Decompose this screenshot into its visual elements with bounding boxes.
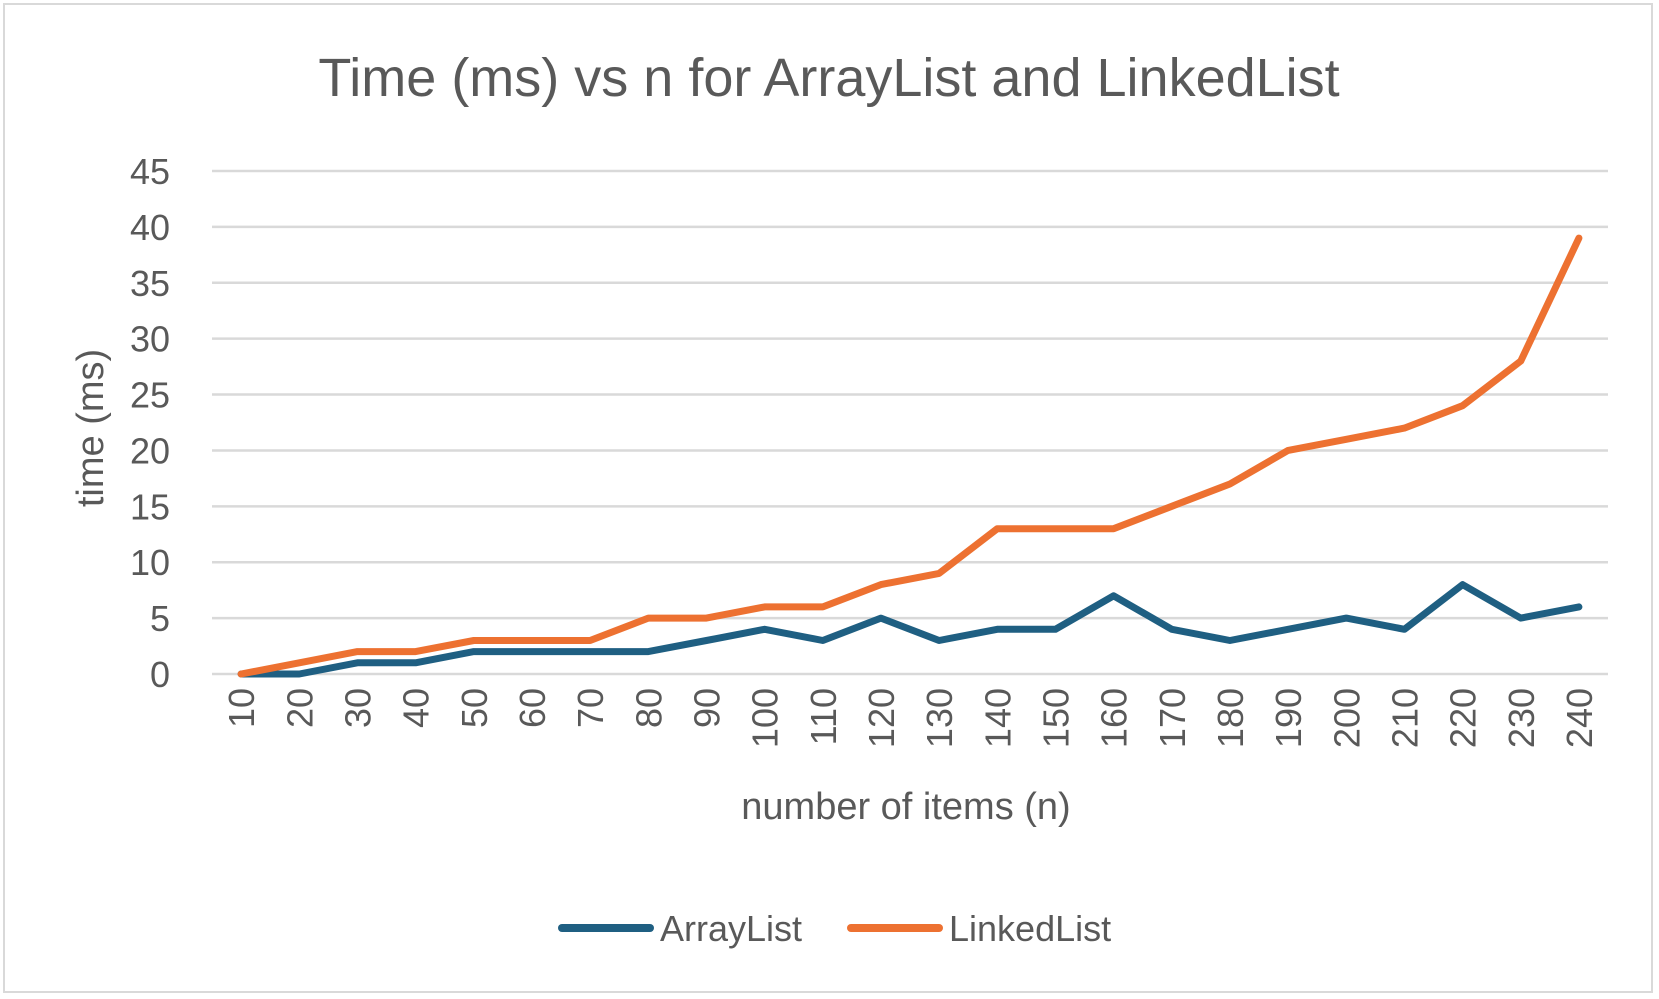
y-tick-label: 25 xyxy=(130,375,170,416)
data-point-arraylist xyxy=(1578,606,1580,608)
data-point-linkedlist xyxy=(240,673,242,675)
x-tick-label: 10 xyxy=(221,688,262,728)
data-point-arraylist xyxy=(1229,639,1231,641)
data-point-linkedlist xyxy=(356,651,358,653)
chart-title: Time (ms) vs n for ArrayList and LinkedL… xyxy=(318,48,1339,108)
x-tick-label: 140 xyxy=(977,688,1018,748)
data-point-arraylist xyxy=(531,651,533,653)
x-tick-label: 130 xyxy=(919,688,960,748)
data-point-linkedlist xyxy=(1171,505,1173,507)
y-axis-ticks: 0 5 10 15 20 25 30 35 40 45 xyxy=(130,151,170,695)
x-axis-ticks: 10 20 30 40 50 60 70 80 90 100 110 120 130 140 150 160 1… xyxy=(221,688,1600,748)
legend-label: ArrayList xyxy=(660,908,802,949)
data-point-arraylist xyxy=(996,628,998,630)
data-point-linkedlist xyxy=(1113,528,1115,530)
data-point-linkedlist xyxy=(1462,405,1464,407)
data-point-linkedlist xyxy=(1345,438,1347,440)
x-tick-label: 50 xyxy=(454,688,495,728)
data-point-arraylist xyxy=(880,617,882,619)
y-tick-label: 40 xyxy=(130,207,170,248)
data-point-linkedlist xyxy=(996,528,998,530)
y-tick-label: 5 xyxy=(150,598,170,639)
data-point-arraylist xyxy=(647,651,649,653)
x-tick-label: 160 xyxy=(1094,688,1135,748)
data-point-linkedlist xyxy=(705,617,707,619)
data-point-linkedlist xyxy=(415,651,417,653)
x-tick-label: 150 xyxy=(1035,688,1076,748)
series-lines xyxy=(237,234,1583,678)
x-tick-label: 90 xyxy=(686,688,727,728)
legend: ArrayList LinkedList xyxy=(558,908,1111,949)
data-point-arraylist xyxy=(473,651,475,653)
x-tick-label: 230 xyxy=(1501,688,1542,748)
data-point-arraylist xyxy=(1345,617,1347,619)
data-point-arraylist xyxy=(589,651,591,653)
data-point-linkedlist xyxy=(880,584,882,586)
data-point-linkedlist xyxy=(298,662,300,664)
y-axis-label: time (ms) xyxy=(70,349,112,507)
data-point-arraylist xyxy=(298,673,300,675)
gridlines xyxy=(212,169,1608,676)
y-tick-label: 30 xyxy=(130,319,170,360)
x-axis-label: number of items (n) xyxy=(741,786,1070,828)
x-tick-label: 170 xyxy=(1152,688,1193,748)
x-tick-label: 200 xyxy=(1326,688,1367,748)
data-point-linkedlist xyxy=(647,617,649,619)
x-tick-label: 30 xyxy=(337,688,378,728)
data-point-arraylist xyxy=(1287,628,1289,630)
data-point-arraylist xyxy=(938,639,940,641)
data-point-linkedlist xyxy=(1229,483,1231,485)
x-tick-label: 180 xyxy=(1210,688,1251,748)
x-tick-label: 240 xyxy=(1559,688,1600,748)
series-line-linkedlist xyxy=(237,234,1583,678)
x-tick-label: 120 xyxy=(861,688,902,748)
data-point-arraylist xyxy=(822,639,824,641)
y-tick-label: 15 xyxy=(130,486,170,527)
x-tick-label: 220 xyxy=(1443,688,1484,748)
data-point-arraylist xyxy=(1054,628,1056,630)
data-point-linkedlist xyxy=(822,606,824,608)
data-point-linkedlist xyxy=(589,639,591,641)
data-point-arraylist xyxy=(1171,628,1173,630)
x-tick-label: 210 xyxy=(1384,688,1425,748)
x-tick-label: 40 xyxy=(396,688,437,728)
y-tick-label: 20 xyxy=(130,430,170,471)
data-point-arraylist xyxy=(764,628,766,630)
x-tick-label: 20 xyxy=(279,688,320,728)
y-tick-label: 35 xyxy=(130,263,170,304)
x-tick-label: 110 xyxy=(803,688,844,745)
y-tick-label: 10 xyxy=(130,542,170,583)
data-point-linkedlist xyxy=(473,639,475,641)
data-point-linkedlist xyxy=(764,606,766,608)
legend-label: LinkedList xyxy=(949,908,1111,949)
data-point-arraylist xyxy=(1520,617,1522,619)
y-tick-label: 45 xyxy=(130,151,170,192)
data-point-linkedlist xyxy=(1578,237,1580,239)
data-point-linkedlist xyxy=(531,639,533,641)
data-point-arraylist xyxy=(415,662,417,664)
x-tick-label: 100 xyxy=(745,688,786,748)
data-point-linkedlist xyxy=(1054,528,1056,530)
chart-frame xyxy=(3,3,1653,993)
data-point-arraylist xyxy=(356,662,358,664)
data-point-linkedlist xyxy=(1287,449,1289,451)
x-tick-label: 60 xyxy=(512,688,553,728)
data-point-linkedlist xyxy=(1403,427,1405,429)
y-tick-label: 0 xyxy=(150,654,170,695)
data-point-linkedlist xyxy=(938,572,940,574)
data-point-arraylist xyxy=(705,639,707,641)
series-line-arraylist xyxy=(237,581,1583,678)
data-point-arraylist xyxy=(1462,584,1464,586)
x-tick-label: 190 xyxy=(1268,688,1309,748)
data-point-arraylist xyxy=(1403,628,1405,630)
x-tick-label: 80 xyxy=(628,688,669,728)
data-point-arraylist xyxy=(1113,595,1115,597)
x-tick-label: 70 xyxy=(570,688,611,728)
data-point-linkedlist xyxy=(1520,360,1522,362)
